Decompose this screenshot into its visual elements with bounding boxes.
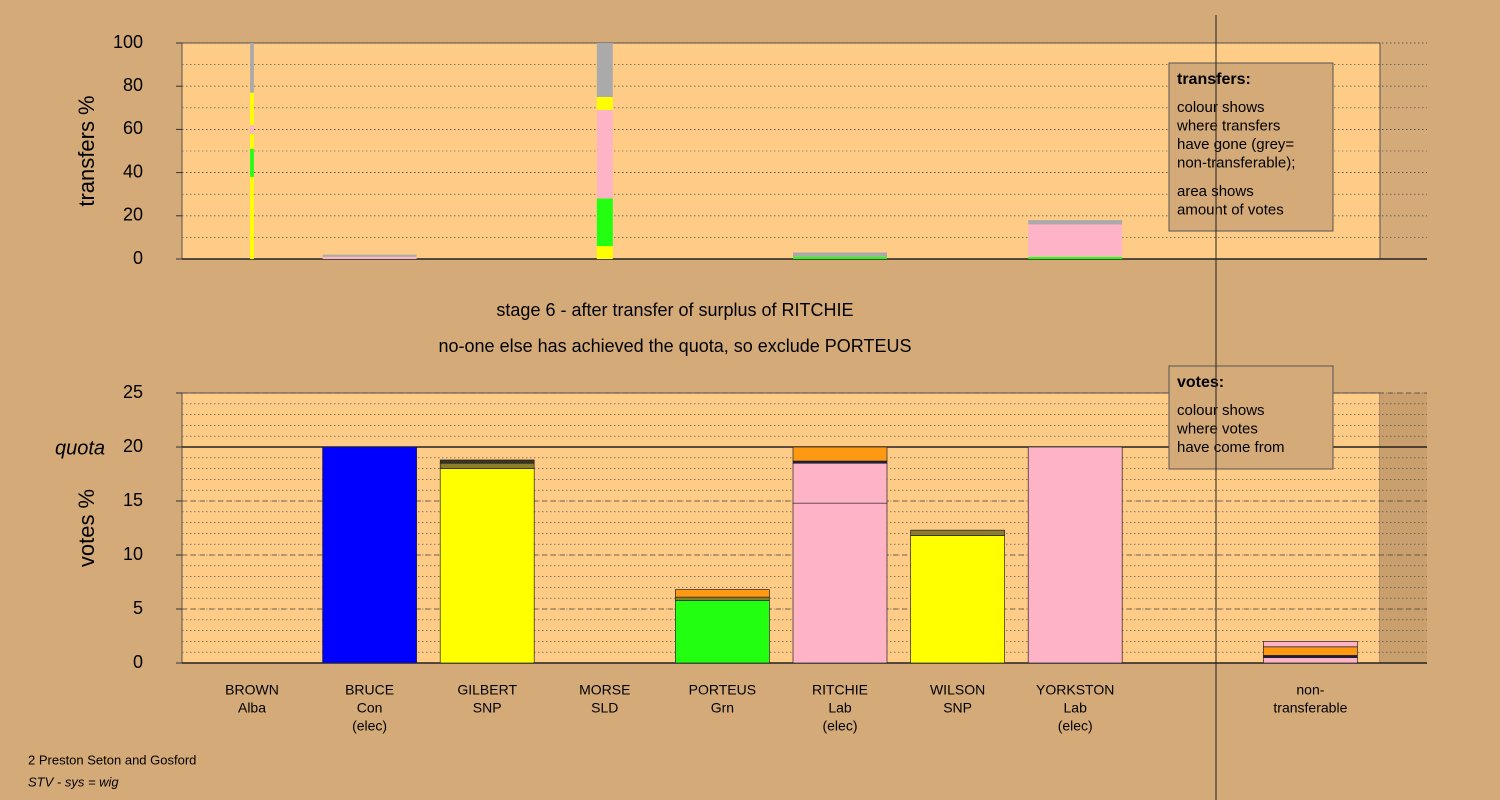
x-tick-label: WILSON [930,682,985,698]
bar-segment [250,92,254,126]
bar-segment [250,133,254,149]
legend-text: where transfers [1176,117,1280,134]
bar-segment [439,462,535,469]
bar-segment [1028,256,1123,259]
bar-segment [250,148,254,177]
x-tick-label: Lab [828,700,852,716]
bar-segment [1028,220,1123,225]
bar-segment [1263,646,1358,656]
bar-segment [910,535,1005,664]
bar-segment [250,43,254,93]
bar-segment [596,246,613,259]
bar-segment [322,254,417,257]
x-tick-label: (elec) [1058,718,1093,734]
bar-segment [792,446,888,462]
y-tick-label: 10 [123,544,143,564]
x-tick-label: non- [1296,682,1324,698]
x-tick-label: Alba [238,700,266,716]
x-tick-label: SNP [943,700,972,716]
y-axis-label: votes % [74,489,99,567]
quota-label: quota [55,437,105,459]
bar-segment [250,125,254,134]
y-tick-label: 100 [113,32,143,52]
y-tick-label: 15 [123,490,143,510]
bar-segment [793,256,887,259]
x-tick-label: Lab [1064,700,1088,716]
bar-segment [675,600,770,664]
bar-segment [1027,446,1123,664]
y-tick-label: 80 [123,75,143,95]
stage-note: no-one else has achieved the quota, so e… [439,336,912,356]
stage-note: stage 6 - after transfer of surplus of R… [496,300,853,320]
bar-segment [1263,641,1358,648]
x-tick-label: PORTEUS [689,682,756,698]
x-tick-label: Con [357,700,383,716]
x-tick-label: Grn [711,700,734,716]
x-tick-label: GILBERT [457,682,517,698]
legend-text: where votes [1176,420,1258,437]
y-tick-label: 20 [123,205,143,225]
bar-segment [322,256,417,259]
bar-segment [596,43,613,97]
bar-segment [596,97,613,110]
bar-segment [596,109,613,199]
x-tick-label: YORKSTON [1036,682,1114,698]
bar-segment [675,589,770,598]
bar-segment [439,468,535,664]
bar-segment [322,446,417,664]
footer-system: STV - sys = wig [28,774,119,789]
bar-segment [792,502,888,664]
legend-text: non-transferable); [1177,154,1295,171]
legend-text: have gone (grey= [1177,136,1294,153]
bar-segment [793,252,887,257]
legend-text: area shows [1177,183,1254,200]
legend-box [1168,62,1334,232]
y-tick-label: 5 [133,598,143,618]
bar-segment [792,462,888,504]
bar-segment [910,529,1005,536]
bar-segment [596,198,613,247]
y-tick-label: 0 [133,652,143,672]
bar-segment [439,459,535,464]
x-tick-label: BRUCE [345,682,394,698]
x-tick-label: SNP [473,700,502,716]
legend-text: amount of votes [1177,201,1284,218]
bar-segment [250,176,254,259]
bar-segment [1263,657,1358,664]
y-tick-label: 20 [123,436,143,456]
y-tick-label: 25 [123,382,143,402]
x-tick-label: MORSE [579,682,630,698]
x-tick-label: BROWN [225,682,279,698]
legend-text: colour shows [1177,402,1265,419]
legend-text: have come from [1177,439,1285,456]
legend-title: transfers: [1177,71,1251,88]
bar-segment [675,596,770,601]
y-tick-label: 0 [133,248,143,268]
footer-ward: 2 Preston Seton and Gosford [28,752,196,767]
x-tick-label: (elec) [822,718,857,734]
x-tick-label: RITCHIE [812,682,868,698]
y-tick-label: 60 [123,118,143,138]
y-tick-label: 40 [123,161,143,181]
legend-box [1168,365,1334,470]
legend-text: colour shows [1177,99,1265,116]
x-tick-label: transferable [1273,700,1347,716]
x-tick-label: SLD [591,700,618,716]
y-axis-label: transfers % [74,95,99,206]
legend-title: votes: [1177,374,1224,391]
plot-margin [1380,393,1427,663]
bar-segment [1028,224,1123,257]
x-tick-label: (elec) [352,718,387,734]
